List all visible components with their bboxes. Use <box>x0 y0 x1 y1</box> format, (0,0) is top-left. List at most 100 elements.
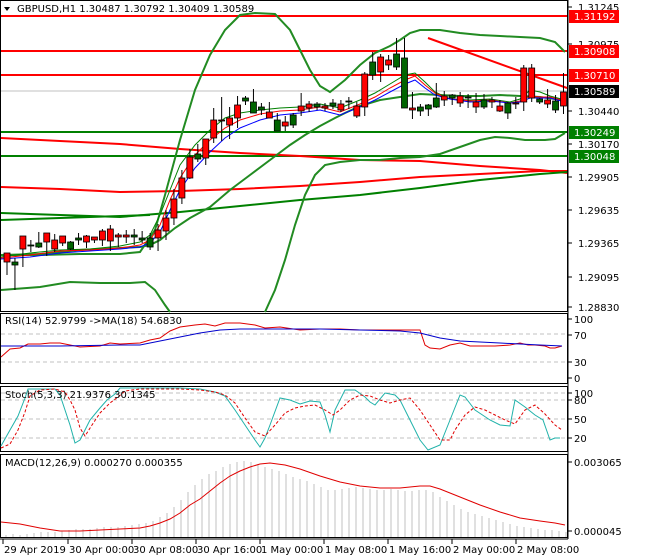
candle-bullish <box>480 99 488 108</box>
price-tick-label: 1.29365 <box>578 239 619 250</box>
candle-bearish <box>154 229 162 239</box>
price-tag <box>569 45 619 58</box>
price-pane[interactable]: GBPUSD,H1 1.30487 1.30792 1.30409 1.3058… <box>0 0 568 313</box>
chart-title: GBPUSD,H1 1.30487 1.30792 1.30409 1.3058… <box>17 4 254 15</box>
ma-slow-blue <box>0 79 566 260</box>
candle-bearish <box>83 235 90 243</box>
candle-bearish <box>218 119 226 122</box>
candle-bullish <box>401 57 408 109</box>
candle-bearish <box>3 252 11 263</box>
price-tag <box>569 150 619 163</box>
trendline-descending[interactable] <box>427 37 568 89</box>
candle-bullish <box>448 94 456 99</box>
stochastic-pane[interactable]: Stoch(5,3,3) 21.9376 30.1345 <box>0 386 568 452</box>
indicator-tick-label: 0.000045 <box>574 527 622 538</box>
candle-bearish <box>43 232 51 243</box>
candle-bearish <box>321 105 329 109</box>
candle-bearish <box>122 234 130 238</box>
candle-bearish <box>528 67 536 99</box>
candle-bearish <box>377 56 385 73</box>
candle-bearish <box>512 102 520 105</box>
candle-bearish <box>91 236 98 241</box>
candle-bearish <box>337 103 345 111</box>
price-tag <box>569 10 619 23</box>
candle-bearish <box>99 230 106 241</box>
rsi-pane[interactable]: RSI(14) 52.9799 ->MA(18) 54.6830 <box>0 313 568 384</box>
bollinger-lower-2 <box>264 132 566 313</box>
time-axis[interactable]: 29 Apr 2019 30 Apr 00:0030 Apr 08:0030 Ap… <box>0 538 579 556</box>
candle-bullish <box>432 97 440 108</box>
time-tick-label: 1 May 00:00 <box>261 545 323 556</box>
candlesticks <box>3 38 567 290</box>
rsi-title: RSI(14) 52.9799 ->MA(18) 54.6830 <box>5 316 182 327</box>
candle-bearish <box>361 73 369 108</box>
indicator-tick-label: 30 <box>574 358 587 369</box>
candle-bullish <box>67 241 74 250</box>
time-tick-label: 29 Apr 2019 <box>4 545 66 556</box>
macd-title: MACD(12,26,9) 0.000270 0.000355 <box>5 458 183 469</box>
candle-bullish <box>138 237 146 241</box>
macd-pane[interactable]: MACD(12,26,9) 0.000270 0.000355 <box>0 454 568 538</box>
candle-bearish <box>353 105 361 117</box>
candle-bullish <box>146 237 154 248</box>
time-tick-label: 30 Apr 00:00 <box>69 545 134 556</box>
candle-bullish <box>393 53 400 68</box>
candle-bullish <box>35 242 43 248</box>
candle-bearish <box>440 95 448 101</box>
time-tick-label: 2 May 08:00 <box>517 545 579 556</box>
candle-bearish <box>234 104 241 119</box>
price-tag <box>569 126 619 139</box>
price-tick-label: 1.28830 <box>578 303 619 314</box>
price-tick-label: 1.30440 <box>578 107 619 118</box>
candle-bullish <box>504 102 512 114</box>
price-tag-label: 1.30249 <box>574 128 615 139</box>
candle-bearish <box>385 59 393 66</box>
candle-bullish <box>273 119 281 132</box>
dropdown-triangle-icon[interactable] <box>4 7 10 11</box>
candle-bullish <box>27 244 35 247</box>
price-tick-label: 1.29095 <box>578 273 619 284</box>
ma-long-red-upper <box>0 137 568 174</box>
candle-bearish <box>202 138 210 159</box>
candle-bearish <box>297 105 305 112</box>
candle-bearish <box>162 217 170 232</box>
candle-bearish <box>226 117 234 126</box>
price-axis[interactable]: 1.312451.309751.304401.301701.299051.296… <box>567 0 622 539</box>
price-tag-label: 1.31192 <box>574 12 615 23</box>
price-tag-label: 1.30908 <box>574 47 615 58</box>
price-tick-label: 1.29905 <box>578 173 619 184</box>
indicator-tick-label: 0 <box>574 374 580 385</box>
indicator-tick-label: 20 <box>574 434 587 445</box>
bollinger-upper <box>1 11 566 256</box>
candle-bullish <box>313 103 321 108</box>
macd-pane-frame <box>0 454 568 538</box>
candle-bearish <box>51 239 59 250</box>
candle-bearish <box>186 156 194 179</box>
bollinger-lower <box>0 280 171 313</box>
candle-bullish <box>369 61 377 76</box>
rsi-line <box>0 322 563 358</box>
chart-header: GBPUSD,H1 1.30487 1.30792 1.30409 1.3058… <box>4 4 254 15</box>
time-tick-label: 30 Apr 08:00 <box>133 545 198 556</box>
indicator-tick-label: 100 <box>574 389 593 400</box>
candle-bearish <box>496 105 504 112</box>
candle-bullish <box>75 237 82 241</box>
time-tick-label: 2 May 00:00 <box>453 545 515 556</box>
macd-signal-line <box>0 462 566 532</box>
stoch-main-line <box>0 387 560 451</box>
candle-bearish <box>520 67 528 103</box>
price-tick-label: 1.31245 <box>578 3 619 14</box>
candle-bearish <box>544 99 551 105</box>
price-tag-label: 1.30589 <box>574 87 615 98</box>
candle-bullish <box>552 100 559 111</box>
candle-bearish <box>210 119 218 139</box>
rsi-pane-frame <box>0 313 568 384</box>
price-tag <box>569 69 619 82</box>
indicator-tick-label: 80 <box>574 396 587 407</box>
rsi-ma-line <box>1 328 563 347</box>
candle-bearish <box>59 235 67 244</box>
candle-bearish <box>106 228 114 242</box>
ma-long-red-lower <box>0 170 567 194</box>
ma-green-flat <box>0 214 151 221</box>
